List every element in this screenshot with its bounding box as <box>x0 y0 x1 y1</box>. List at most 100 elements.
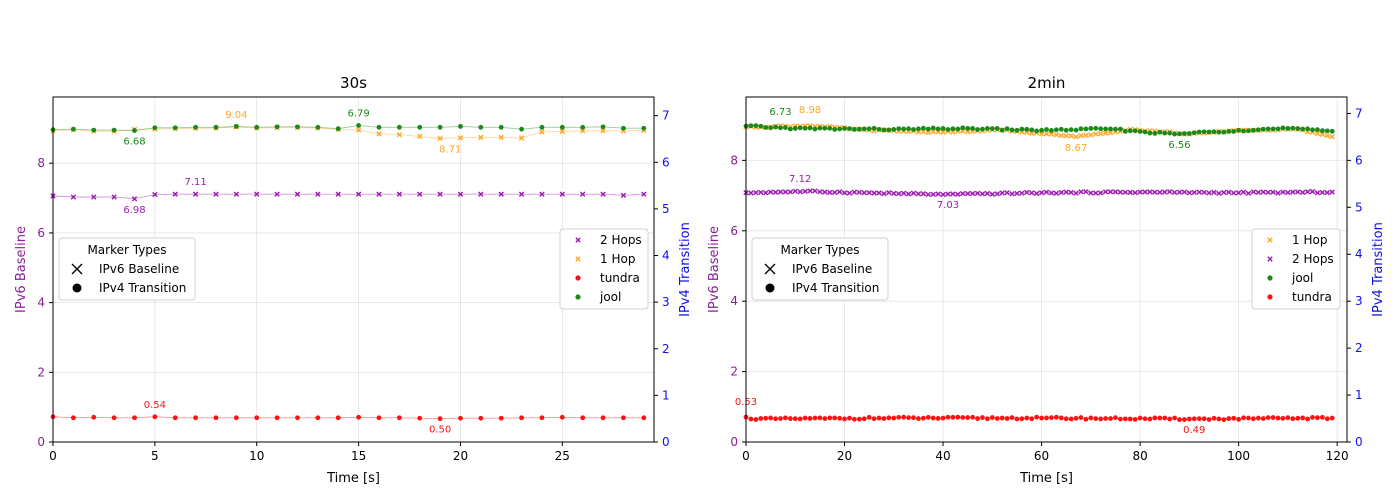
data-point <box>91 127 97 133</box>
data-point <box>172 191 178 197</box>
data-point <box>797 189 803 195</box>
x-tick-label: 60 <box>1034 449 1049 463</box>
data-point <box>910 190 917 196</box>
data-point <box>999 127 1005 133</box>
data-point <box>797 416 803 422</box>
data-point <box>970 125 976 131</box>
data-point <box>881 416 887 421</box>
y-tick-label: 2 <box>730 365 738 379</box>
data-point <box>989 126 995 131</box>
y-axis-label: IPv6 Baseline <box>707 226 722 313</box>
data-point <box>1029 127 1035 133</box>
data-point <box>1290 189 1296 195</box>
data-point <box>1034 414 1040 420</box>
data-point <box>753 417 759 422</box>
data-point <box>600 191 606 197</box>
data-point <box>1166 189 1173 195</box>
data-point <box>817 189 823 195</box>
data-point <box>1285 189 1291 196</box>
data-point <box>1039 415 1044 421</box>
data-point <box>478 191 484 197</box>
data-point <box>193 124 199 130</box>
data-point <box>1029 190 1035 196</box>
data-point <box>984 190 991 197</box>
data-point <box>172 125 178 131</box>
data-point <box>1275 415 1281 421</box>
series-line <box>52 416 644 420</box>
data-point <box>841 190 848 196</box>
data-point <box>1216 416 1222 422</box>
data-point <box>1172 131 1177 137</box>
data-point <box>960 190 966 197</box>
data-point <box>1265 189 1271 195</box>
data-point <box>945 414 951 420</box>
data-point <box>579 191 586 197</box>
annotation-label: 6.56 <box>1168 140 1190 151</box>
data-point <box>768 415 774 421</box>
data-point <box>1083 126 1089 132</box>
data-point <box>70 194 77 200</box>
data-point <box>1324 189 1330 196</box>
data-point <box>753 123 759 129</box>
data-point <box>866 189 872 196</box>
data-point <box>437 416 443 422</box>
data-point <box>1063 189 1069 195</box>
data-point <box>417 191 423 197</box>
y-tick-label: 6 <box>730 224 738 238</box>
data-point <box>1221 129 1227 135</box>
data-point <box>1255 415 1261 421</box>
y2-tick-label: 4 <box>662 249 670 263</box>
annotation-label: 6.73 <box>769 107 791 118</box>
data-point <box>920 191 927 197</box>
data-point <box>1324 416 1330 422</box>
data-point <box>1083 189 1089 195</box>
data-point <box>396 131 403 138</box>
data-point <box>768 125 774 131</box>
data-point <box>1206 190 1212 196</box>
data-point <box>1299 189 1306 196</box>
data-point <box>817 415 823 421</box>
data-point <box>758 123 764 129</box>
data-point <box>778 125 783 131</box>
data-point <box>1260 126 1266 132</box>
legend-box <box>751 237 889 301</box>
y-axis-left: 0 2 4 6 8 <box>730 153 746 449</box>
data-point <box>1329 415 1335 421</box>
data-point <box>783 415 788 421</box>
data-point <box>1049 128 1054 133</box>
data-point <box>861 190 867 196</box>
data-point <box>1236 416 1242 422</box>
data-point <box>356 123 361 128</box>
data-point <box>315 415 321 421</box>
annotation-label: 6.98 <box>123 205 145 216</box>
data-point <box>1319 189 1326 196</box>
data-point <box>1231 190 1237 196</box>
data-point <box>1231 415 1237 421</box>
data-point <box>1275 190 1281 196</box>
data-point <box>1241 415 1246 421</box>
data-point <box>376 124 382 130</box>
data-point <box>1093 190 1099 196</box>
y-tick-label: 4 <box>37 296 45 310</box>
legend-series-label: tundra <box>600 271 640 285</box>
data-point <box>1088 126 1094 131</box>
data-point <box>641 415 647 421</box>
data-point <box>782 189 789 195</box>
data-point <box>1186 190 1193 196</box>
data-point <box>1251 416 1256 422</box>
data-point <box>1196 189 1202 195</box>
data-point <box>773 124 778 130</box>
data-point <box>847 415 852 421</box>
data-point <box>1093 125 1099 131</box>
data-point <box>1241 128 1246 134</box>
data-point <box>950 126 956 132</box>
data-point <box>417 124 423 130</box>
data-point <box>1068 416 1074 422</box>
data-point <box>1117 189 1124 195</box>
data-point <box>1221 417 1227 422</box>
x-tick-label: 25 <box>555 449 570 463</box>
data-point <box>935 416 941 421</box>
data-point <box>1078 415 1084 420</box>
data-point <box>1009 415 1015 420</box>
data-point <box>396 124 402 130</box>
